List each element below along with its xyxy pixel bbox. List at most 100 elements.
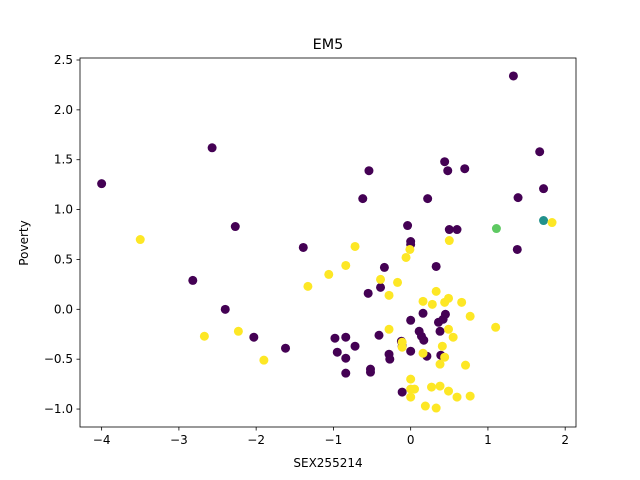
data-point-yellow-15 [405, 244, 415, 254]
data-point-yellow-9 [384, 290, 394, 300]
data-point-purple-18 [365, 367, 375, 377]
data-point-yellow-28 [435, 359, 445, 369]
data-point-purple-46 [444, 225, 454, 235]
data-point-yellow-39 [461, 360, 471, 370]
data-point-purple-35 [419, 335, 429, 345]
data-point-purple-8 [330, 333, 340, 343]
chart-title: EM5 [313, 37, 344, 53]
data-point-purple-40 [435, 326, 445, 336]
data-point-purple-11 [341, 353, 351, 363]
data-point-yellow-20 [418, 348, 428, 358]
y-tick-label: 1.0 [54, 203, 73, 217]
data-point-yellow-0 [135, 235, 145, 245]
data-point-yellow-38 [457, 297, 467, 307]
data-point-purple-3 [220, 304, 230, 314]
data-point-yellow-24 [427, 299, 437, 309]
plot-area-frame [79, 57, 577, 428]
y-tick-label: 0.5 [54, 252, 73, 266]
data-point-yellow-34 [444, 324, 454, 334]
data-point-purple-9 [332, 347, 342, 357]
data-point-purple-48 [460, 164, 470, 174]
y-axis-label: Poverty [17, 220, 31, 265]
data-point-purple-44 [440, 157, 450, 167]
data-point-purple-16 [363, 288, 373, 298]
y-tick-label: 2.5 [54, 53, 73, 67]
data-point-purple-51 [512, 244, 522, 254]
data-point-yellow-3 [259, 355, 269, 365]
data-point-yellow-1 [199, 331, 209, 341]
data-point-yellow-11 [393, 277, 403, 287]
data-point-purple-27 [403, 221, 413, 231]
data-point-yellow-33 [444, 386, 454, 396]
x-axis-label: SEX255214 [293, 456, 362, 470]
data-point-yellow-23 [427, 382, 437, 392]
data-point-purple-19 [374, 330, 384, 340]
data-point-purple-31 [406, 346, 416, 356]
data-point-yellow-13 [397, 342, 407, 352]
data-point-purple-47 [452, 225, 462, 235]
data-point-green-0 [491, 224, 501, 234]
data-point-purple-1 [207, 143, 217, 153]
data-point-teal-0 [539, 216, 549, 226]
data-point-purple-15 [364, 166, 374, 176]
data-point-yellow-10 [384, 324, 394, 334]
x-tick-label: 1 [484, 433, 492, 447]
x-tick-label: −1 [325, 433, 343, 447]
data-point-yellow-2 [233, 326, 243, 336]
data-point-purple-2 [188, 275, 198, 285]
data-point-purple-50 [513, 193, 523, 203]
data-point-yellow-7 [350, 241, 360, 251]
data-point-purple-14 [358, 194, 368, 204]
y-tick-label: −0.5 [44, 352, 73, 366]
x-tick-label: −2 [247, 433, 265, 447]
data-point-yellow-21 [418, 296, 428, 306]
data-point-yellow-8 [376, 274, 386, 284]
y-tick-label: 2.0 [54, 103, 73, 117]
data-point-purple-4 [230, 222, 240, 232]
y-tick-label: −1.0 [44, 402, 73, 416]
points-layer [97, 71, 557, 413]
data-point-yellow-14 [401, 252, 411, 262]
data-point-purple-52 [535, 147, 545, 157]
data-point-purple-13 [350, 341, 360, 351]
data-point-purple-10 [341, 332, 351, 342]
y-tick-label: 1.5 [54, 153, 73, 167]
data-point-purple-26 [397, 387, 407, 397]
data-point-yellow-37 [452, 392, 462, 402]
data-point-yellow-6 [341, 260, 351, 270]
y-tick-label: 0.0 [54, 302, 73, 316]
data-point-purple-34 [418, 308, 428, 318]
data-point-yellow-41 [465, 391, 475, 401]
data-point-yellow-22 [420, 401, 430, 411]
data-point-yellow-40 [465, 311, 475, 321]
data-point-purple-7 [298, 242, 308, 252]
data-point-purple-20 [376, 282, 386, 292]
data-point-purple-38 [431, 261, 441, 271]
data-point-purple-37 [423, 194, 433, 204]
data-point-yellow-4 [303, 281, 313, 291]
data-point-yellow-35 [444, 236, 454, 246]
y-axis: −1.0 −0.5 0.0 0.5 1.0 1.5 2.0 2.5 [44, 53, 80, 416]
data-point-yellow-29 [437, 341, 447, 351]
data-point-purple-45 [443, 166, 453, 176]
data-point-yellow-18 [406, 392, 416, 402]
x-tick-label: 0 [407, 433, 415, 447]
data-point-yellow-25 [431, 286, 441, 296]
data-point-purple-49 [508, 71, 518, 81]
x-axis: −4 −3 −2 −1 0 1 2 [93, 427, 569, 447]
data-point-yellow-16 [406, 374, 416, 384]
data-point-yellow-43 [547, 218, 557, 228]
data-point-purple-53 [539, 184, 549, 194]
data-point-purple-30 [406, 315, 416, 325]
x-tick-label: −4 [93, 433, 111, 447]
data-point-purple-21 [379, 262, 389, 272]
x-tick-label: −3 [170, 433, 188, 447]
data-point-yellow-31 [440, 352, 450, 362]
data-point-yellow-36 [448, 332, 458, 342]
data-point-yellow-27 [435, 381, 445, 391]
data-point-purple-23 [385, 354, 395, 364]
data-point-purple-12 [341, 368, 351, 378]
data-point-purple-6 [281, 343, 291, 353]
